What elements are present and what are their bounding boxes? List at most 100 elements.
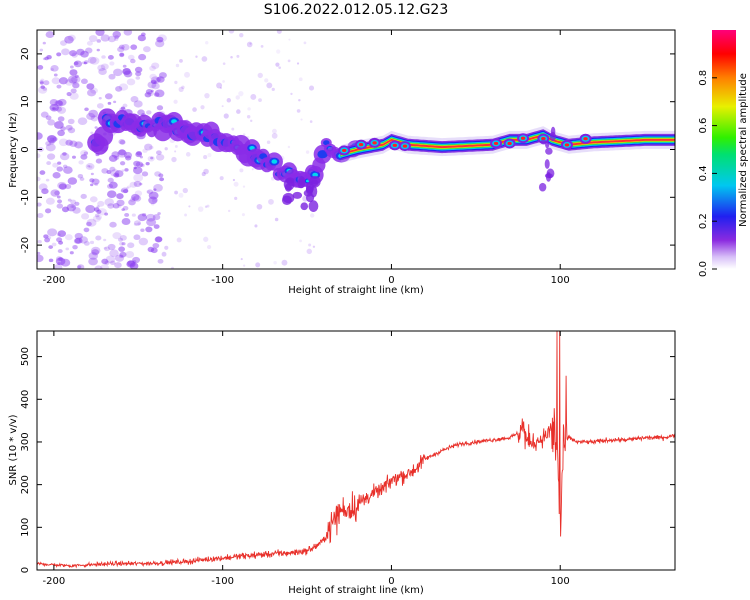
heatmap-speckle — [127, 242, 135, 249]
heatmap-speckle — [308, 85, 315, 91]
heatmap-speckle — [132, 256, 141, 264]
heatmap-speckle — [56, 52, 62, 57]
heatmap-speckle — [207, 244, 212, 250]
heatmap-speckle — [276, 49, 281, 54]
heatmap-speckle — [144, 92, 152, 98]
heatmap-speckle — [42, 41, 46, 45]
heatmap-speckle — [158, 72, 167, 79]
heatmap-speckle — [97, 200, 105, 207]
heatmap-speckle — [93, 207, 100, 212]
heatmap-speckle — [312, 245, 316, 248]
heatmap-speckle — [46, 135, 57, 143]
heatmap-speckle — [67, 127, 76, 134]
heatmap-speckle — [239, 33, 244, 38]
heatmap-speckle — [38, 86, 48, 94]
heatmap-speckle — [306, 248, 312, 255]
heatmap-speckle — [125, 186, 129, 190]
heatmap-speckle — [184, 213, 187, 217]
heatmap-speckle — [95, 30, 105, 37]
heatmap-speckle — [147, 155, 155, 162]
heatmap-speckle — [65, 79, 74, 86]
heatmap-speckle — [69, 69, 78, 76]
heatmap-speckle — [152, 242, 160, 249]
heatmap-cell — [541, 137, 546, 141]
heatmap-speckle — [200, 105, 205, 110]
y-tick-label: 0 — [20, 146, 31, 152]
colorbar-axis: 0.0 0.2 0.4 0.6 0.8 — [698, 70, 717, 277]
heatmap-speckle — [98, 68, 107, 76]
heatmap-speckle — [137, 213, 147, 222]
heatmap-speckle — [80, 154, 88, 160]
heatmap-speckle — [228, 30, 235, 34]
heatmap-speckle — [130, 96, 139, 103]
heatmap-speckle — [129, 197, 136, 202]
heatmap-speckle — [219, 176, 224, 181]
heatmap-speckle — [151, 82, 160, 90]
heatmap-speckle — [137, 109, 145, 116]
heatmap-speckle — [122, 103, 128, 108]
heatmap-speckle — [100, 34, 110, 42]
heatmap-speckle — [296, 109, 301, 113]
heatmap-speckle — [174, 144, 178, 148]
heatmap-speckle — [174, 80, 178, 85]
heatmap-speckle — [276, 30, 282, 34]
heatmap-speckle — [86, 221, 92, 227]
y-tick-label: 10 — [20, 95, 31, 108]
heatmap-speckle — [53, 73, 58, 77]
heatmap-speckle — [39, 170, 46, 175]
heatmap-cell — [358, 142, 364, 147]
heatmap-speckle — [133, 166, 143, 175]
heatmap-speckle — [246, 41, 253, 48]
heatmap-speckle — [150, 79, 157, 85]
heatmap-speckle — [54, 190, 60, 196]
heatmap-speckle — [153, 81, 158, 84]
heatmap-speckle — [45, 31, 55, 39]
heatmap-speckle — [192, 107, 197, 112]
heatmap-speckle — [113, 100, 117, 104]
heatmap-speckle — [109, 166, 116, 172]
heatmap-speckle — [156, 153, 165, 161]
heatmap-speckle — [44, 237, 51, 243]
snr-ylabel: SNR (10 * v/v) — [8, 414, 19, 485]
heatmap-speckle — [81, 213, 90, 220]
heatmap-speckle — [69, 251, 74, 255]
heatmap-speckle — [88, 257, 98, 266]
heatmap-speckle — [148, 191, 159, 200]
heatmap-speckle — [116, 193, 124, 200]
heatmap-speckle — [275, 62, 280, 67]
heatmap-speckle — [144, 143, 153, 151]
heatmap-speckle — [108, 181, 118, 189]
heatmap-speckle — [118, 44, 125, 50]
heatmap-speckle — [45, 178, 50, 182]
heatmap-speckle — [134, 66, 143, 73]
y-tick-label: 500 — [20, 347, 31, 366]
heatmap-speckle — [174, 190, 178, 195]
heatmap-speckle — [45, 143, 56, 152]
heatmap-speckle — [250, 119, 253, 123]
heatmap-speckle — [121, 187, 129, 194]
heatmap-speckle — [91, 249, 100, 256]
heatmap-speckle — [195, 55, 198, 58]
heatmap-speckle — [157, 258, 164, 264]
heatmap-speckle — [188, 205, 191, 208]
heatmap-speckle — [184, 71, 190, 78]
heatmap-speckle — [54, 264, 63, 269]
heatmap-speckle — [235, 95, 240, 100]
heatmap-speckle — [61, 206, 70, 213]
heatmap-speckle — [153, 188, 157, 191]
heatmap-speckle — [298, 77, 303, 82]
heatmap-speckle — [179, 58, 183, 63]
heatmap-speckle — [69, 77, 78, 84]
heatmap-speckle — [133, 160, 141, 167]
heatmap-speckle — [153, 92, 160, 97]
heatmap-speckle — [71, 205, 76, 208]
heatmap-speckle — [101, 55, 106, 59]
heatmap-speckle — [119, 235, 127, 241]
heatmap-speckle — [106, 170, 112, 175]
heatmap-speckle — [287, 59, 291, 63]
heatmap-speckle — [41, 188, 49, 195]
heatmap-speckle — [238, 91, 244, 97]
heatmap-speckle — [120, 106, 126, 110]
